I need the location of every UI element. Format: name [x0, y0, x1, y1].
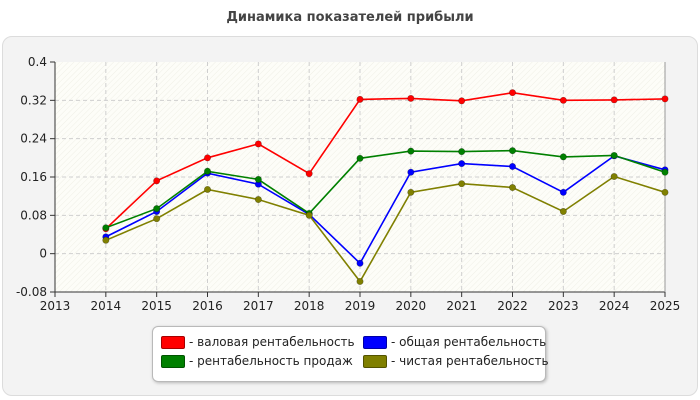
data-point	[305, 170, 313, 178]
data-point	[661, 168, 669, 176]
x-tick-label: 2025	[650, 299, 681, 313]
y-tick-label: 0.24	[20, 132, 47, 146]
data-point	[661, 188, 669, 196]
data-point	[305, 211, 313, 219]
x-tick-label: 2016	[192, 299, 223, 313]
x-tick-label: 2022	[497, 299, 528, 313]
data-point	[508, 89, 516, 97]
data-point	[508, 162, 516, 170]
x-tick-label: 2013	[40, 299, 71, 313]
data-point	[153, 215, 161, 223]
legend-swatch-net	[363, 354, 387, 368]
data-point	[254, 175, 262, 183]
data-point	[356, 95, 364, 103]
x-tick-label: 2023	[548, 299, 579, 313]
data-point	[254, 140, 262, 148]
series-line-1	[105, 155, 666, 265]
data-point	[610, 151, 618, 159]
data-point	[356, 259, 364, 267]
y-tick-label: -0.08	[16, 285, 47, 299]
data-point	[458, 97, 466, 105]
data-point	[458, 148, 466, 156]
data-point	[356, 277, 364, 285]
legend-label-gross: - валовая рентабельность	[189, 335, 355, 349]
data-point	[254, 196, 262, 204]
x-tick-label: 2024	[599, 299, 630, 313]
x-tick-label: 2015	[141, 299, 172, 313]
data-point	[661, 95, 669, 103]
data-point	[508, 147, 516, 155]
data-point	[559, 96, 567, 104]
x-tick-label: 2018	[294, 299, 325, 313]
legend-swatch-gross	[161, 335, 185, 349]
data-point	[102, 236, 110, 244]
series-line-0	[105, 91, 666, 230]
legend-item-sales: - рентабельность продаж	[161, 354, 353, 368]
data-point	[204, 154, 212, 162]
x-tick-label: 2014	[91, 299, 122, 313]
legend-item-total: - общая рентабельность	[363, 335, 546, 349]
data-point	[559, 153, 567, 161]
data-point	[407, 147, 415, 155]
data-point	[407, 94, 415, 102]
data-point	[407, 168, 415, 176]
data-point	[458, 160, 466, 168]
x-tick-label: 2021	[446, 299, 477, 313]
legend-item-gross: - валовая рентабельность	[161, 335, 355, 349]
y-tick-label: 0.4	[28, 55, 47, 69]
x-tick-label: 2020	[396, 299, 427, 313]
data-point	[204, 167, 212, 175]
legend-label-net: - чистая рентабельность	[391, 354, 549, 368]
x-tick-label: 2019	[345, 299, 376, 313]
data-point	[153, 177, 161, 185]
legend-label-sales: - рентабельность продаж	[189, 354, 353, 368]
chart-legend: - валовая рентабельность - общая рентабе…	[152, 326, 549, 382]
data-point	[559, 208, 567, 216]
data-point	[407, 188, 415, 196]
data-point	[102, 224, 110, 232]
data-point	[610, 96, 618, 104]
y-tick-label: 0.16	[20, 170, 47, 184]
series-line-2	[105, 149, 666, 229]
data-point	[153, 205, 161, 213]
data-point	[559, 188, 567, 196]
y-tick-label: 0	[39, 247, 47, 261]
y-tick-label: 0.32	[20, 93, 47, 107]
y-tick-label: 0.08	[20, 208, 47, 222]
data-point	[356, 154, 364, 162]
data-point	[458, 180, 466, 188]
x-tick-label: 2017	[243, 299, 274, 313]
series-line-3	[105, 175, 666, 283]
legend-label-total: - общая рентабельность	[391, 335, 547, 349]
legend-swatch-sales	[161, 354, 185, 368]
data-point	[610, 173, 618, 181]
legend-swatch-total	[363, 335, 387, 349]
legend-item-net: - чистая рентабельность	[363, 354, 549, 368]
data-point	[204, 185, 212, 193]
chart-title: Динамика показателей прибыли	[226, 10, 474, 25]
data-point	[508, 184, 516, 192]
